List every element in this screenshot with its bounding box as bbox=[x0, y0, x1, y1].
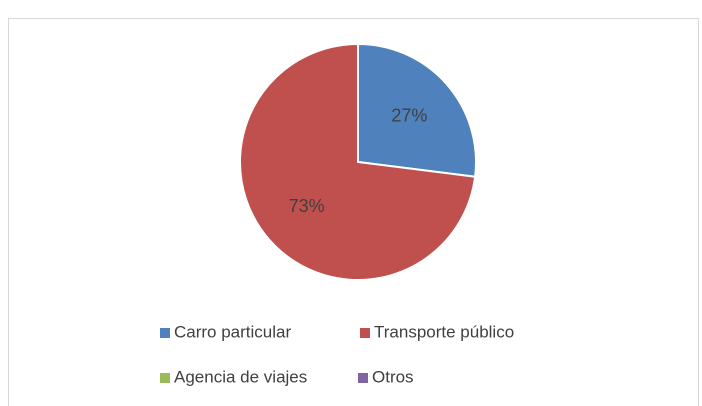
data-label: 27% bbox=[391, 105, 427, 125]
pie-slice bbox=[357, 42, 477, 178]
legend-label: Agencia de viajes bbox=[174, 367, 307, 386]
legend-swatch bbox=[360, 328, 370, 338]
pie-slice bbox=[239, 42, 477, 281]
legend-label: Otros bbox=[372, 367, 414, 386]
legend-swatch bbox=[160, 328, 170, 338]
data-label: 73% bbox=[289, 196, 325, 216]
legend-label: Transporte público bbox=[374, 322, 514, 341]
legend-label: Carro particular bbox=[174, 322, 291, 341]
legend-swatch bbox=[160, 373, 170, 383]
legend-swatch bbox=[358, 373, 368, 383]
